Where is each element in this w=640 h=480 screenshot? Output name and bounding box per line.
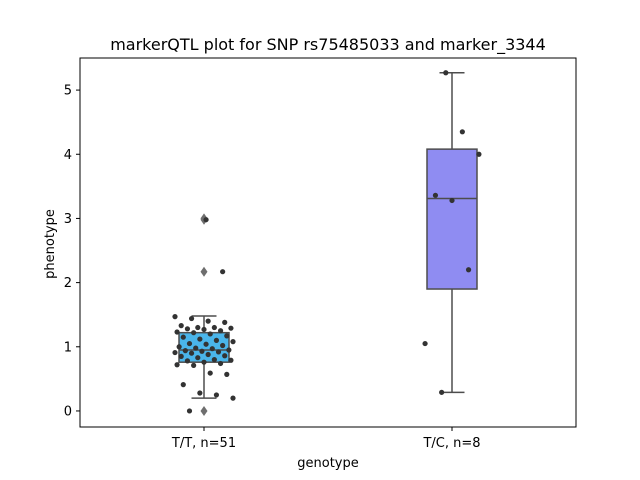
data-point <box>222 319 228 325</box>
data-point <box>174 362 180 368</box>
data-point <box>213 337 220 343</box>
data-point <box>176 344 182 350</box>
data-point <box>422 340 428 347</box>
data-point <box>459 129 465 135</box>
x-axis-label: genotype <box>297 456 358 471</box>
data-point <box>195 324 201 331</box>
y-axis-label: phenotype <box>43 209 58 279</box>
data-point <box>188 315 195 322</box>
data-point <box>205 351 211 358</box>
outlier-marker <box>200 266 208 277</box>
y-axis-ticks: 0 1 2 3 4 5 <box>64 84 80 419</box>
data-point <box>215 349 222 355</box>
data-point <box>174 329 180 335</box>
data-point <box>186 408 193 414</box>
y-tick-label: 3 <box>64 212 72 227</box>
data-point <box>213 392 220 398</box>
data-point <box>188 350 195 356</box>
y-tick-label: 2 <box>64 276 72 291</box>
data-point <box>186 340 193 347</box>
y-tick-label: 0 <box>64 404 72 419</box>
jitter-points <box>172 70 482 414</box>
data-point <box>220 342 226 349</box>
data-point <box>230 339 236 345</box>
data-point <box>182 348 188 354</box>
data-point <box>217 328 224 334</box>
x-tick-label: T/T, n=51 <box>171 436 236 451</box>
data-point <box>199 348 205 354</box>
data-point <box>197 390 203 396</box>
data-point <box>203 217 209 223</box>
data-point <box>222 353 228 359</box>
data-point <box>195 355 201 361</box>
box-iqr <box>178 331 230 363</box>
data-point <box>172 349 178 356</box>
data-point <box>224 371 230 377</box>
data-point <box>443 70 449 76</box>
x-axis-ticks: T/T, n=51 T/C, n=8 <box>171 427 481 451</box>
box-iqr <box>426 148 478 290</box>
data-point <box>203 341 209 347</box>
data-point <box>205 318 211 324</box>
data-point <box>432 192 439 198</box>
data-point <box>209 346 215 352</box>
data-point <box>184 358 191 364</box>
data-point <box>193 345 199 351</box>
data-point <box>217 360 224 367</box>
data-point <box>226 347 232 353</box>
data-point <box>228 325 234 331</box>
data-point <box>172 314 178 320</box>
y-tick-label: 5 <box>64 84 72 99</box>
data-point <box>228 357 234 363</box>
data-point <box>191 330 197 336</box>
data-point <box>230 395 236 401</box>
data-point <box>220 269 226 275</box>
x-tick-label: T/C, n=8 <box>422 436 480 451</box>
data-point <box>180 334 186 340</box>
box-group <box>178 72 478 416</box>
data-point <box>201 326 207 333</box>
data-point <box>449 197 455 204</box>
data-point <box>178 323 184 329</box>
y-tick-label: 4 <box>64 148 72 163</box>
chart-title: markerQTL plot for SNP rs75485033 and ma… <box>110 35 546 55</box>
data-point <box>224 333 230 339</box>
data-point <box>197 336 203 342</box>
data-point <box>465 267 472 273</box>
data-point <box>180 382 186 388</box>
y-tick-label: 1 <box>64 340 72 355</box>
data-point <box>207 331 213 337</box>
data-point <box>207 370 213 376</box>
data-point <box>191 362 197 368</box>
data-point <box>178 353 184 360</box>
data-point <box>476 151 482 157</box>
outlier-marker <box>200 405 208 416</box>
data-point <box>201 359 207 365</box>
data-point <box>211 357 217 363</box>
data-point <box>184 326 191 332</box>
plot-frame <box>79 57 577 428</box>
data-point <box>439 389 445 395</box>
data-point <box>211 324 217 331</box>
